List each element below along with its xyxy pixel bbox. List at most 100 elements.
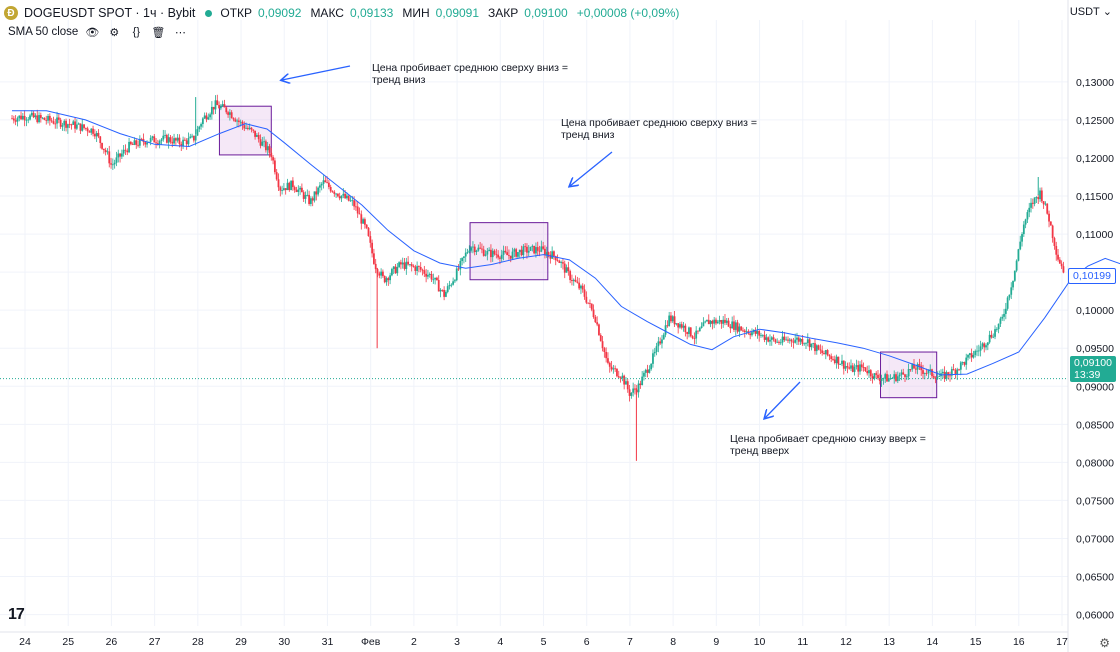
candle-body [180,143,183,146]
candle-body [416,266,419,271]
candle-body [358,213,361,215]
candle-body [45,119,48,121]
candle-body [997,323,1000,330]
candle-body [934,377,937,380]
indicator-label[interactable]: SMA 50 close [8,26,79,38]
candle-body [12,118,15,121]
settings-icon[interactable]: ⚙ [109,26,120,39]
candle-body [183,139,186,141]
candle-body [727,320,730,327]
candle-body [266,146,269,151]
candle-body [526,246,528,253]
symbol-title[interactable]: DOGEUSDT SPOT · 1ч · Bybit [24,6,196,20]
candle-body [171,141,174,144]
candle-body [187,138,190,145]
candle-body [446,286,449,292]
candle-body [999,318,1002,324]
candle-body [774,339,777,343]
candle-body [799,338,802,342]
trash-icon[interactable]: 🗑 [151,26,166,39]
candle-body [887,378,890,382]
y-tick-label: 0,08000 [1076,457,1114,469]
candle-body [268,146,271,153]
candle-body [241,121,244,126]
candle-body [655,346,658,352]
candle-body [138,138,141,146]
candle-body [859,364,861,372]
candle-body [650,363,653,370]
more-icon[interactable]: ⋯ [174,26,186,39]
candle-body [729,326,732,329]
candle-body [70,124,73,126]
candle-body [239,121,242,123]
candle-body [117,153,120,158]
candle-body [981,343,984,347]
candle-body [911,364,914,370]
candle-body [1006,297,1009,309]
annotation-text-2-line: Цена пробивает среднюю сверху вниз = тре… [561,117,758,141]
candle-body [743,330,746,333]
candle-body [709,320,712,325]
candle-body [79,123,82,131]
candle-body [92,128,94,134]
candle-body [522,246,525,256]
candle-body [844,366,847,369]
candle-body [788,339,791,341]
candle-body [427,274,429,277]
currency-selector[interactable]: USDT ⌄ [1070,5,1112,19]
time-axis[interactable]: 24 25 26 27 28 29 30 31 Фев 2 3 4 5 6 7 8 9 10 11 12 13 14 15 1… [19,636,1068,648]
candle-body [572,279,575,282]
candle-body [356,206,359,214]
candle-body [702,322,705,327]
candle-body [81,124,84,131]
candle-body [306,194,309,196]
candle-body [819,349,822,351]
candle-body [770,337,773,340]
candle-body [464,252,467,257]
x-tick-label: 9 [713,636,719,648]
candle-body [776,341,779,343]
annotation-arrow [570,151,613,186]
candle-body [430,273,433,280]
axis-settings-gear-icon[interactable]: ⚙ [1099,636,1110,650]
candle-body [167,137,170,143]
candle-body [192,135,195,141]
candle-body [364,219,366,225]
candle-body [174,138,177,141]
candle-body [351,200,354,202]
candle-body [524,246,527,248]
candle-body [587,302,590,304]
y-tick-label: 0,10000 [1076,305,1114,317]
eye-icon[interactable]: 👁 [85,26,100,39]
candle-body [101,142,103,149]
candle-body [713,319,716,324]
candle-body [988,334,991,343]
candle-body [36,115,39,123]
candle-body [169,137,172,142]
candle-body [716,321,719,324]
candle-body [889,378,892,380]
candle-body [824,350,827,355]
candle-body [963,362,966,365]
candle-body [891,378,894,379]
candle-body [228,112,231,115]
candle-body [686,332,689,334]
candle-body [563,263,566,273]
tradingview-logo[interactable]: 17 [8,606,25,623]
candle-body [477,247,480,251]
candle-body [767,337,770,342]
candle-body [378,273,381,276]
candle-body [54,123,57,125]
candle-body [223,104,226,108]
price-axis[interactable]: 0,130000,125000,120000,115000,110000,105… [1076,77,1114,622]
candle-body [860,364,863,368]
candle-body [300,187,303,193]
candle-body [237,120,240,122]
candle-body [751,332,753,336]
candle-body [923,373,926,374]
candle-body [409,264,411,265]
candle-body [14,120,17,122]
candle-body [162,135,165,140]
source-code-icon[interactable]: {} [132,26,140,38]
